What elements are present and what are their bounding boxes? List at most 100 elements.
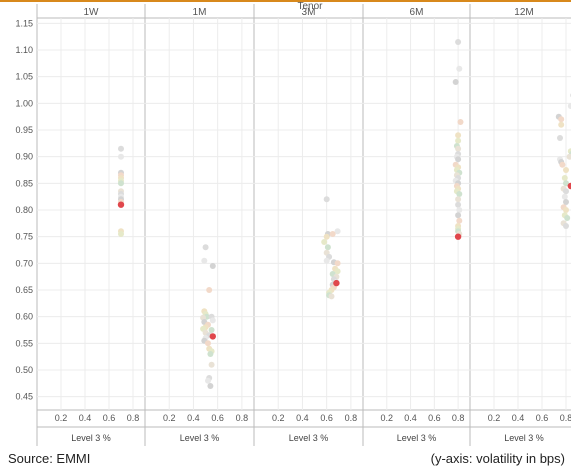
data-point xyxy=(118,153,124,160)
y-tick-label: 0.85 xyxy=(15,178,33,188)
y-tick-label: 1.15 xyxy=(15,18,33,28)
data-point xyxy=(118,180,124,187)
x-axis-title: Level 3 % xyxy=(289,433,329,443)
panel-header-1w: 1W xyxy=(84,7,100,18)
x-axis-title: Level 3 % xyxy=(71,433,111,443)
highlight-point xyxy=(333,279,340,287)
data-point xyxy=(457,119,464,125)
data-point xyxy=(208,361,215,368)
x-tick-label: 0.2 xyxy=(381,413,394,423)
data-point xyxy=(329,231,336,237)
x-tick-label: 0.6 xyxy=(103,413,116,423)
data-point xyxy=(564,215,571,221)
source-note: Source: EMMI xyxy=(8,451,91,466)
data-point xyxy=(456,65,463,72)
data-point xyxy=(334,260,341,267)
facet-title: Tenor xyxy=(297,1,323,12)
data-point xyxy=(456,191,463,197)
x-tick-label: 0.2 xyxy=(55,413,68,423)
gridlines xyxy=(37,18,571,410)
y-tick-label: 0.65 xyxy=(15,285,33,295)
panel-header-3m: 3M xyxy=(302,7,316,18)
axis-unit-note: (y-axis: volatility in bps) xyxy=(430,451,565,466)
data-point xyxy=(323,233,330,240)
x-tick-label: 0.4 xyxy=(296,413,309,423)
data-point xyxy=(207,383,214,389)
x-tick-label: 0.6 xyxy=(428,413,441,423)
data-point xyxy=(561,175,568,181)
data-point xyxy=(563,223,569,229)
panels xyxy=(117,39,571,389)
x-tick-label: 0.8 xyxy=(127,413,140,423)
data-point xyxy=(455,196,462,203)
data-point xyxy=(563,167,569,173)
data-point xyxy=(558,121,565,128)
y-tick-label: 1.00 xyxy=(15,98,33,108)
highlight-point xyxy=(209,333,216,340)
data-point xyxy=(455,201,462,208)
y-tick-label: 0.50 xyxy=(15,365,33,375)
data-point xyxy=(334,268,341,275)
data-point xyxy=(324,244,331,251)
data-point xyxy=(328,293,335,300)
data-point xyxy=(561,193,568,200)
y-tick-label: 0.60 xyxy=(15,312,33,322)
data-point xyxy=(455,212,462,219)
y-tick-label: 1.05 xyxy=(15,72,33,82)
y-tick-label: 1.10 xyxy=(15,45,33,55)
x-tick-label: 0.8 xyxy=(236,413,249,423)
data-point xyxy=(201,257,208,264)
y-tick-label: 0.45 xyxy=(15,392,33,402)
data-point xyxy=(563,199,569,205)
x-tick-label: 0.4 xyxy=(512,413,525,423)
x-tick-label: 0.8 xyxy=(452,413,465,423)
y-tick-label: 0.80 xyxy=(15,205,33,215)
x-tick-label: 0.2 xyxy=(272,413,285,423)
data-point xyxy=(205,340,211,347)
chart-frame xyxy=(0,0,571,446)
data-point xyxy=(455,39,462,45)
panel-3m xyxy=(321,196,341,300)
x-tick-label: 0.6 xyxy=(536,413,549,423)
x-axis-title: Level 3 % xyxy=(397,433,437,443)
x-tick-label: 0.8 xyxy=(345,413,358,423)
data-point xyxy=(563,207,569,213)
data-point xyxy=(323,196,330,203)
highlight-point xyxy=(567,182,571,190)
data-point xyxy=(456,207,463,213)
x-tick-label: 0.2 xyxy=(163,413,176,423)
y-tick-label: 0.55 xyxy=(15,338,33,348)
panel-header-12m: 12M xyxy=(514,7,533,18)
x-axis-title: Level 3 % xyxy=(180,433,220,443)
x-tick-label: 0.4 xyxy=(187,413,200,423)
y-tick-label: 0.90 xyxy=(15,152,33,162)
panel-12m xyxy=(555,93,571,229)
data-point xyxy=(455,137,462,144)
data-point xyxy=(205,377,211,384)
panel-headers: 1W 1M 3M 6M 12M xyxy=(84,7,534,18)
highlight-point xyxy=(454,233,462,240)
x-tick-label: 0.4 xyxy=(79,413,92,423)
data-point xyxy=(321,239,328,245)
data-point xyxy=(206,287,213,293)
data-point xyxy=(567,103,571,109)
data-point xyxy=(566,153,571,160)
panel-header-6m: 6M xyxy=(410,7,424,18)
x-tick-label: 0.2 xyxy=(488,413,501,423)
data-point xyxy=(209,317,216,324)
x-tick-label: 0.4 xyxy=(404,413,417,423)
panel-header-1m: 1M xyxy=(193,7,207,18)
data-point xyxy=(455,156,462,163)
y-tick-label: 0.95 xyxy=(15,125,33,135)
data-point xyxy=(559,161,566,168)
y-tick-label: 0.75 xyxy=(15,232,33,242)
x-tick-label: 0.8 xyxy=(560,413,571,423)
data-point xyxy=(118,145,124,152)
highlight-point xyxy=(117,201,125,208)
data-point xyxy=(455,145,462,152)
y-axis-ticks: 1.15 1.10 1.05 1.00 0.95 0.90 0.85 0.80 0.75 0.70… xyxy=(15,18,33,401)
data-point xyxy=(208,327,215,333)
data-point xyxy=(456,217,463,224)
data-point xyxy=(202,244,209,251)
